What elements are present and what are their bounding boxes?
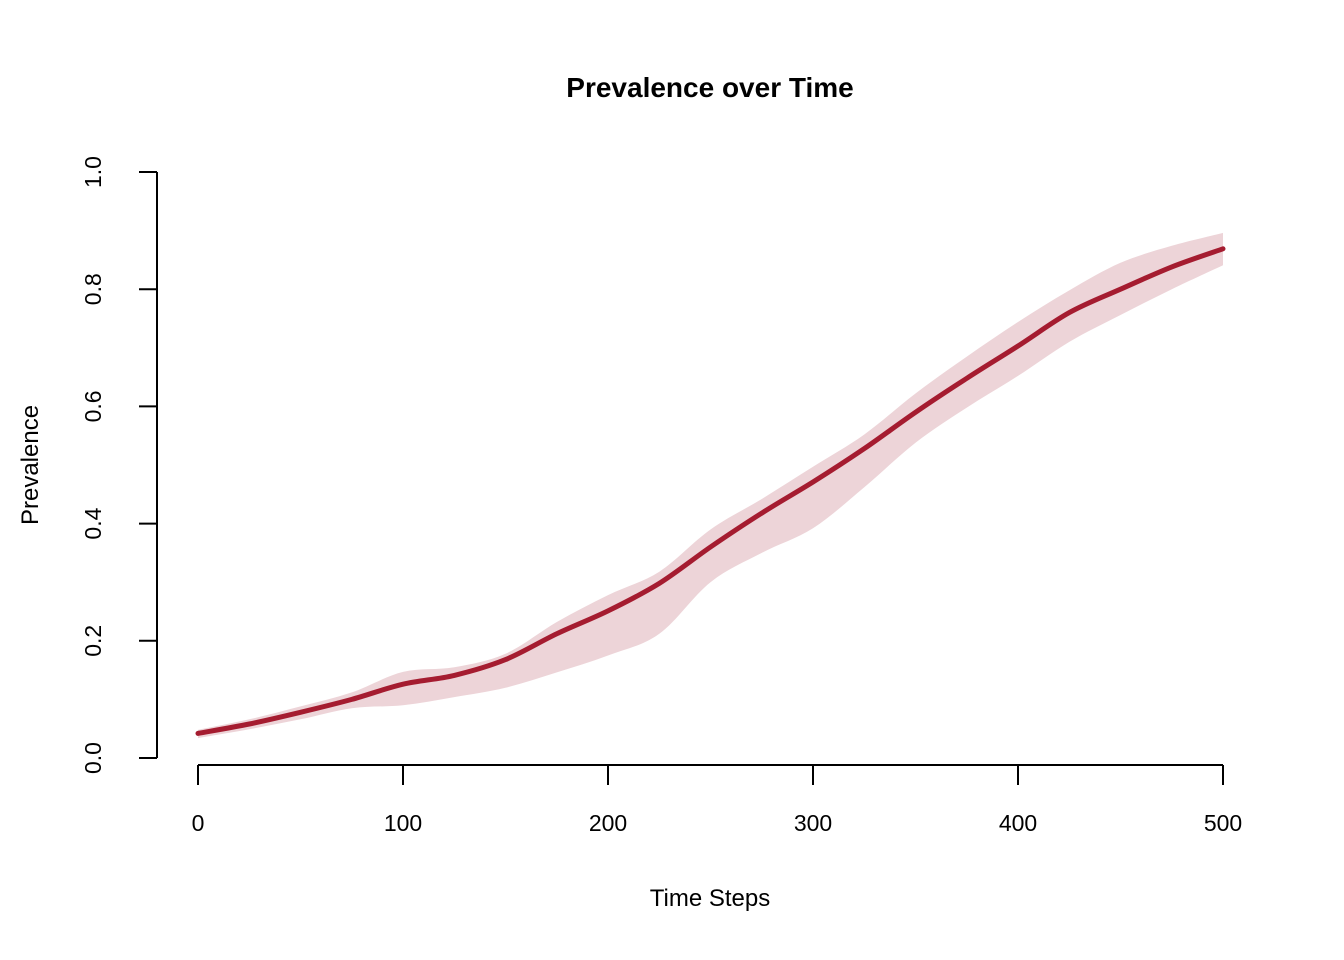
- x-tick-label: 500: [1204, 810, 1242, 836]
- confidence-band: [198, 232, 1223, 739]
- axes-layer: [139, 171, 1224, 785]
- x-tick-label: 300: [794, 810, 832, 836]
- y-tick-label: 0.8: [80, 273, 106, 305]
- confidence-band-layer: [198, 232, 1223, 739]
- x-tick-label: 200: [589, 810, 627, 836]
- tick-labels-layer: 0 100 200 300 400 500 0.0 0.2 0.4 0.6 0.8 1.0: [80, 156, 1242, 836]
- y-tick-label: 0.4: [80, 507, 106, 539]
- x-tick-label: 400: [999, 810, 1037, 836]
- y-tick-label: 1.0: [80, 156, 106, 188]
- x-tick-label: 0: [192, 810, 205, 836]
- x-axis-label: Time Steps: [650, 885, 770, 912]
- y-axis-label: Prevalence: [17, 405, 44, 525]
- x-tick-label: 100: [384, 810, 422, 836]
- y-tick-label: 0.2: [80, 625, 106, 657]
- y-tick-label: 0.0: [80, 742, 106, 774]
- y-tick-label: 0.6: [80, 390, 106, 422]
- prevalence-line: [195, 246, 1226, 736]
- series-line-layer: [195, 246, 1226, 736]
- chart-title: Prevalence over Time: [566, 72, 853, 103]
